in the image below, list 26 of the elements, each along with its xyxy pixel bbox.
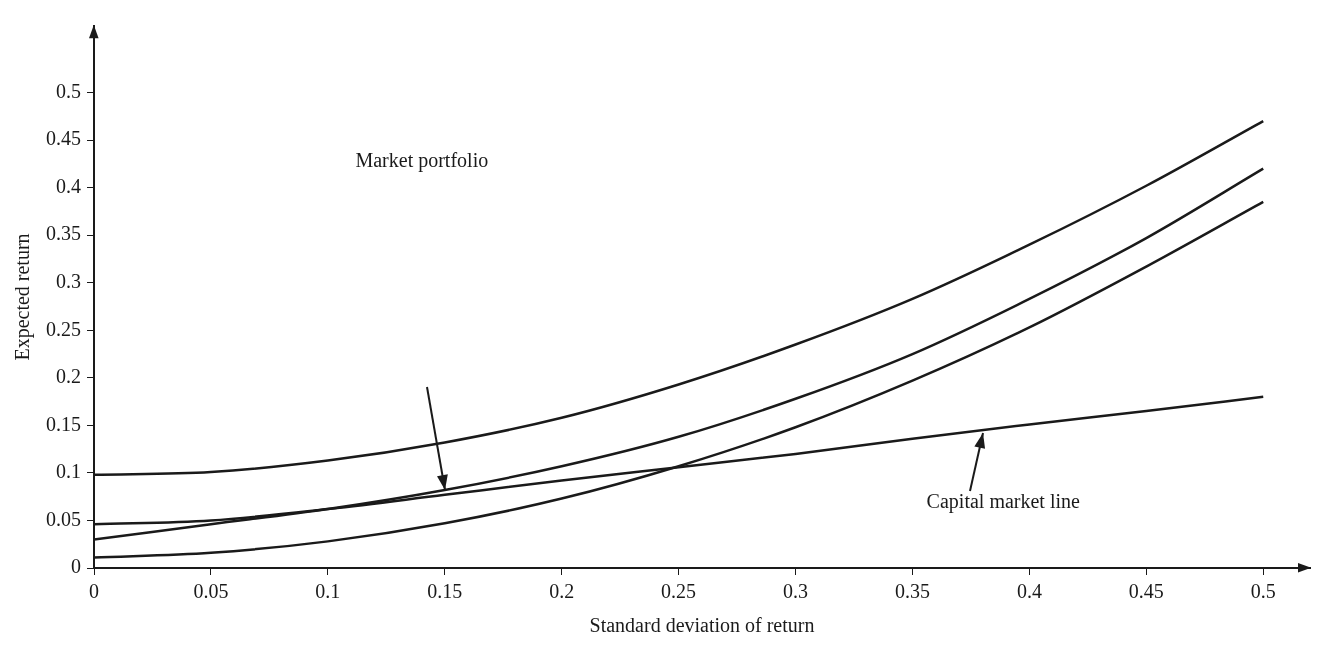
x-tick-label: 0.45 (1128, 580, 1164, 603)
x-tick-label: 0.4 (1016, 580, 1042, 603)
annotation: Capital market line (926, 490, 1081, 514)
x-tick-label: 0.35 (894, 580, 930, 603)
annotation: Market portfolio (355, 149, 489, 173)
y-tick-label: 0.2 (56, 365, 81, 388)
y-axis-title: Expected return (11, 233, 35, 361)
x-tick-label: 0.5 (1250, 580, 1276, 603)
y-tick-label: 0.1 (56, 460, 81, 483)
x-tick-label: 0.1 (315, 580, 341, 603)
y-tick-label: 0 (71, 555, 81, 578)
y-tick-label: 0.25 (46, 317, 81, 340)
x-tick-label: 0.25 (661, 580, 697, 603)
x-tick-label: 0.2 (549, 580, 575, 603)
x-tick-label: 0 (89, 580, 99, 603)
x-tick-label: 0.15 (427, 580, 463, 603)
y-tick-label: 0.3 (56, 269, 81, 292)
y-tick-label: 0.4 (56, 174, 81, 197)
x-tick-label: 0.05 (193, 580, 229, 603)
x-axis-title: Standard deviation of return (589, 614, 815, 637)
x-tick-label: 0.3 (783, 580, 809, 603)
y-tick-label: 0.05 (46, 507, 81, 530)
y-tick-label: 0.35 (46, 222, 81, 245)
y-tick-label: 0.45 (46, 127, 81, 150)
y-tick-label: 0.5 (56, 79, 81, 102)
y-tick-label: 0.15 (46, 412, 81, 435)
